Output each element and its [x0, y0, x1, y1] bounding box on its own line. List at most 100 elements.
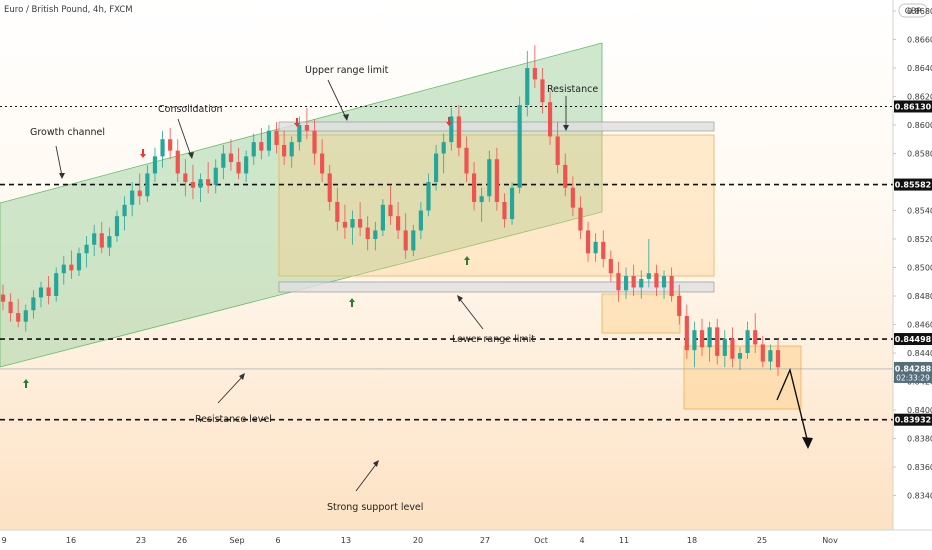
price-tick-label: 0.84600 — [907, 321, 932, 330]
reversal-markers — [23, 117, 470, 388]
candle — [0, 284, 6, 311]
candle — [471, 162, 477, 211]
candle — [31, 290, 36, 319]
candle — [677, 284, 682, 325]
candle — [342, 204, 348, 239]
candle — [760, 335, 765, 368]
price-level-label: 0.85582 — [895, 181, 931, 190]
candle — [411, 224, 416, 257]
candle — [509, 182, 515, 225]
annotation-lower-range-limit: Lower range limit — [452, 334, 535, 345]
candle — [335, 187, 340, 231]
candle — [38, 281, 44, 308]
candle — [350, 210, 355, 245]
time-tick-label: 18 — [687, 536, 697, 545]
candle — [137, 173, 142, 205]
price-tick-label: 0.84400 — [907, 349, 932, 358]
candle — [92, 224, 97, 257]
arrow-up-icon — [23, 379, 29, 388]
candle — [213, 159, 218, 194]
price-tick-label: 0.86000 — [907, 121, 932, 130]
candle — [639, 270, 644, 299]
candle — [76, 247, 82, 277]
candle — [327, 164, 332, 211]
candle — [403, 213, 408, 259]
candle — [669, 267, 674, 302]
candle — [616, 261, 621, 302]
candle — [730, 327, 735, 368]
candle — [608, 250, 613, 282]
price-tick-label: 0.86600 — [907, 36, 932, 45]
candle — [396, 201, 401, 239]
price-level-label: 0.84498 — [895, 335, 932, 344]
candle — [221, 144, 226, 180]
last-price-label: 0.84288 — [895, 364, 932, 373]
candle — [365, 216, 370, 251]
candle — [487, 150, 492, 202]
annotation-pointers — [55, 79, 569, 492]
candlestick-series — [0, 45, 781, 376]
price-tick-label: 0.85800 — [907, 150, 932, 159]
price-tick-label: 0.83600 — [907, 463, 932, 472]
candle — [289, 136, 294, 168]
time-tick-label: 27 — [480, 536, 490, 545]
candle — [16, 298, 21, 328]
candle — [168, 127, 173, 160]
candle — [190, 164, 196, 200]
currency-badge[interactable]: GBP — [898, 3, 928, 18]
candle — [8, 293, 13, 322]
arrow-up-icon — [349, 298, 355, 307]
annotation-growth-channel: Growth channel — [30, 127, 105, 138]
price-level-label: 0.83932 — [895, 416, 931, 425]
currency-badge-label: GBP — [905, 7, 922, 16]
candle — [479, 187, 484, 222]
time-tick-label: 11 — [619, 536, 629, 545]
arrow-down-icon — [446, 117, 452, 126]
current-range-box — [683, 345, 802, 410]
candle — [570, 176, 575, 217]
projection-arrow — [776, 367, 809, 444]
candle — [707, 321, 712, 362]
candle — [563, 153, 568, 197]
candle — [312, 119, 317, 165]
annotation-consolidation: Consolidation — [158, 104, 223, 115]
candle — [244, 150, 249, 182]
price-tick-label: 0.86200 — [907, 93, 932, 102]
candle — [426, 173, 431, 217]
candle — [175, 139, 180, 182]
price-level-tag — [894, 100, 932, 113]
candle — [251, 133, 256, 165]
arrow-up-icon — [464, 256, 470, 265]
candle — [114, 210, 120, 242]
candle — [145, 164, 150, 202]
candle — [130, 182, 135, 217]
time-tick-label: 23 — [136, 536, 146, 545]
candle — [122, 196, 127, 231]
candle — [578, 196, 583, 239]
price-tick-label: 0.85400 — [907, 207, 932, 216]
candle — [183, 159, 188, 197]
candle — [152, 147, 158, 182]
candle — [282, 130, 287, 165]
candle — [380, 199, 385, 237]
candle — [198, 173, 203, 202]
time-axis-ticks: 9 16 23 26 Sep 6 13 20 27 Oct 4 11 18 25 Nov — [1, 536, 838, 545]
candle — [297, 116, 302, 151]
upper-range-limit-zone — [278, 121, 715, 132]
candle — [373, 221, 378, 251]
candle — [715, 318, 720, 365]
candle — [206, 162, 211, 194]
candle — [692, 321, 697, 368]
time-tick-label: 20 — [413, 536, 423, 545]
candle — [631, 264, 636, 296]
candle — [525, 50, 530, 117]
candle — [532, 45, 537, 88]
candle — [107, 227, 112, 257]
arrow-down-icon — [140, 149, 146, 158]
candle — [623, 267, 629, 299]
price-level-tag — [894, 178, 932, 191]
candle — [722, 330, 727, 368]
price-axis — [893, 0, 932, 530]
candle — [737, 347, 743, 371]
